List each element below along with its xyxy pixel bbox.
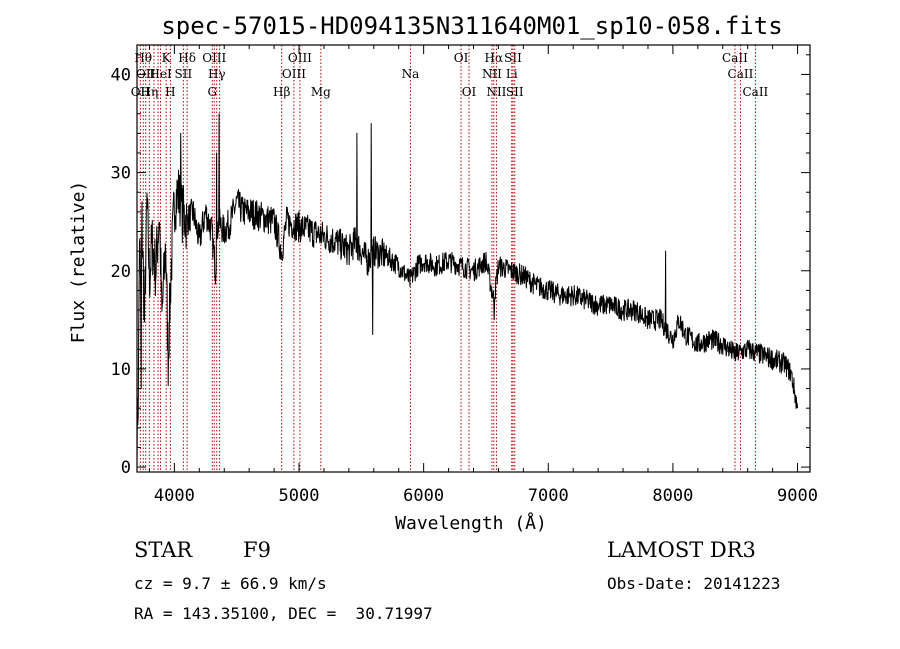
x-tick-label: 6000 [403, 486, 444, 506]
spectral-line-label: OI [454, 51, 469, 65]
obs-date: Obs-Date: 20141223 [607, 574, 781, 593]
x-tick-label: 7000 [528, 486, 569, 506]
y-tick-label: 20 [111, 262, 131, 282]
spectral-line-label: CaII [728, 67, 754, 81]
spectral-line-label: CaII [742, 85, 768, 99]
chart-title: spec-57015-HD094135N311640M01_sp10-058.f… [161, 12, 782, 40]
spectrum-series [136, 113, 798, 470]
spectral-line-label: G [207, 85, 217, 99]
y-tick-label: 40 [111, 65, 131, 85]
spectral-line-label: OI [462, 85, 477, 99]
y-tick-label: 0 [121, 458, 131, 478]
object-type: STAR [134, 538, 193, 562]
y-tick-label: 30 [111, 164, 131, 184]
spectral-line-label: Hγ [208, 67, 226, 81]
spectral-line-label: Hβ [273, 85, 290, 99]
y-axis-label: Flux (relative) [68, 181, 89, 344]
survey-name: LAMOST DR3 [607, 538, 756, 562]
spectral-line-label: CaII [722, 51, 748, 65]
spectral-line-label: Mg [311, 85, 331, 99]
redshift-cz: cz = 9.7 ± 66.9 km/s [134, 574, 327, 593]
object-subclass: F9 [243, 538, 271, 562]
spectral-line-label: NII [486, 85, 506, 99]
spectrum-line [136, 113, 798, 470]
spectral-line-label: HeI [149, 67, 172, 81]
spectral-line-label: OIII [282, 67, 306, 81]
coordinates: RA = 143.35100, DEC = 30.71997 [134, 604, 433, 623]
spectral-line-label: K [162, 51, 172, 65]
x-axis-label: Wavelength (Å) [395, 512, 547, 534]
spectral-line-label: SII [175, 67, 193, 81]
spectral-line-label: OIII [202, 51, 226, 65]
spectral-line-label: H [165, 85, 175, 99]
axis-ticks: 4000 5000 6000 7000 8000 9000 0 10 20 30 40 [111, 45, 818, 506]
spectral-line-label: SII [506, 85, 524, 99]
x-tick-label: 8000 [652, 486, 693, 506]
spectral-line-label: Li [506, 67, 518, 81]
plot-frame [136, 44, 811, 473]
spectral-line-label: SII [504, 51, 522, 65]
y-tick-label: 10 [111, 360, 131, 380]
spectral-line-label: Hη [141, 85, 159, 99]
spectral-line-label: Na [402, 67, 420, 81]
x-tick-label: 4000 [154, 486, 195, 506]
x-tick-label: 9000 [777, 486, 818, 506]
x-tick-label: 5000 [279, 486, 320, 506]
spectral-line-label: NII [482, 67, 502, 81]
spectral-line-label: OIII [288, 51, 312, 65]
spectral-line-label: Hα [485, 51, 504, 65]
spectral-line-label: Hδ [178, 51, 196, 65]
